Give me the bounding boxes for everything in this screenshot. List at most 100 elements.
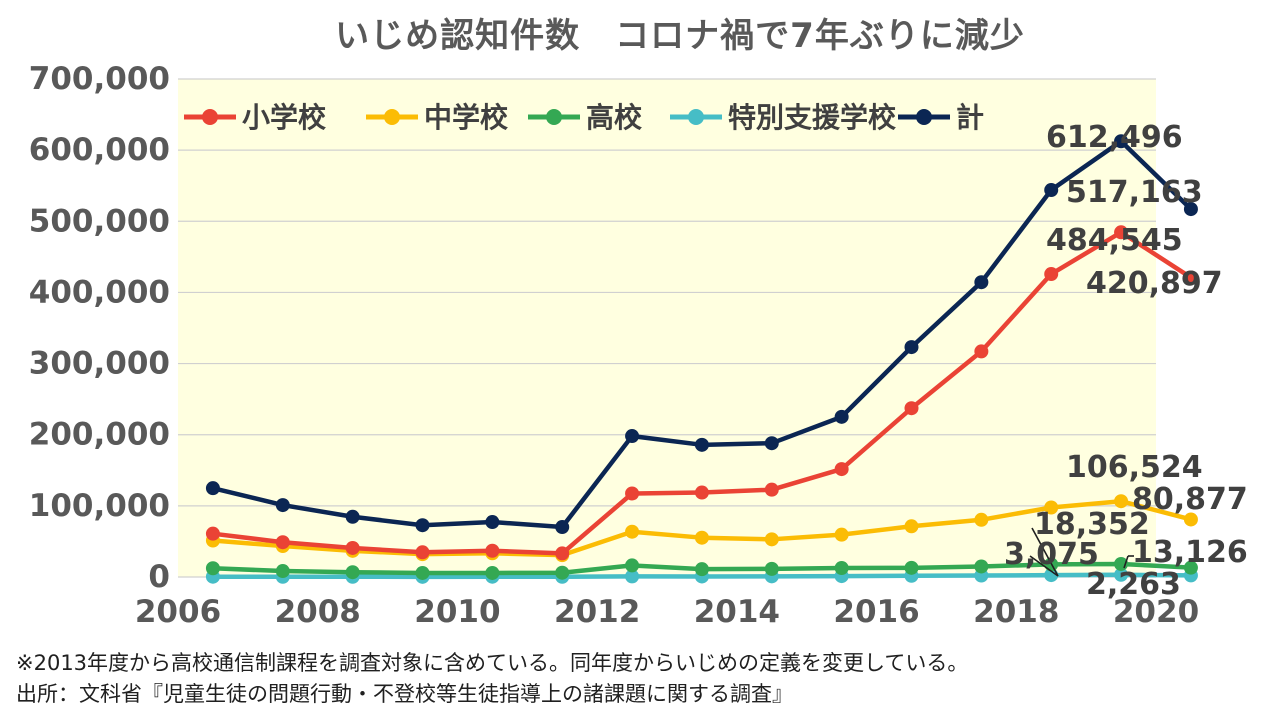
x-tick-label: 2006 — [135, 594, 221, 630]
leader-line — [1031, 527, 1059, 577]
series-4 — [205, 134, 1198, 535]
data-point — [1183, 560, 1198, 575]
legend-item: 小学校 — [184, 101, 327, 134]
data-point — [205, 561, 220, 576]
data-point — [694, 485, 709, 500]
data-point — [904, 401, 919, 416]
legend-label: 高校 — [586, 101, 643, 134]
data-point — [415, 545, 430, 560]
data-point — [555, 546, 570, 561]
data-label: 517,163 — [1066, 175, 1203, 210]
data-point — [625, 486, 640, 501]
legend-item: 中学校 — [366, 101, 509, 134]
data-point — [345, 509, 360, 524]
footnote: ※2013年度から高校通信制課程を調査対象に含めている。同年度からいじめの定義を… — [16, 648, 968, 710]
label-leader-lines — [1029, 527, 1134, 577]
x-axis-tick-labels: 2006 2008 2010 2012 2014 2016 2018 2020 — [135, 594, 1199, 630]
data-point — [834, 527, 849, 542]
data-labels: 612,496 517,163 484,545 420,897 106,52480,87… — [1004, 120, 1248, 602]
footnote-note: ※2013年度から高校通信制課程を調査対象に含めている。同年度からいじめの定義を… — [16, 651, 969, 675]
data-point — [1114, 225, 1129, 240]
data-point — [764, 561, 779, 576]
line-chart: 0 100,000 200,000 300,000 400,000 500,000 600,… — [29, 61, 1248, 630]
data-point — [764, 532, 779, 547]
data-point — [904, 340, 919, 355]
data-label: 18,352 — [1034, 507, 1150, 542]
data-label: 3,075 — [1004, 537, 1099, 572]
data-label: 2,263 — [1086, 567, 1181, 602]
y-tick-label: 200,000 — [29, 417, 170, 453]
data-label: 420,897 — [1086, 266, 1223, 301]
legend-marker — [384, 109, 400, 125]
x-tick-label: 2018 — [973, 594, 1059, 630]
data-point — [1183, 270, 1198, 285]
data-point — [764, 436, 779, 451]
legend-label: 小学校 — [242, 101, 327, 134]
legend-item: 計 — [898, 101, 984, 134]
data-point — [485, 515, 500, 530]
leader-line — [1029, 555, 1059, 577]
data-point — [694, 562, 709, 577]
data-point — [904, 560, 919, 575]
data-point — [275, 498, 290, 513]
leader-line — [1123, 555, 1129, 569]
plot-area — [178, 79, 1156, 577]
data-point — [974, 275, 989, 290]
data-point — [1183, 512, 1198, 527]
legend-marker — [916, 109, 932, 125]
legend: 小学校 中学校 高校 特別支援学校 計 — [184, 101, 984, 134]
series-0 — [205, 225, 1198, 561]
data-point — [974, 344, 989, 359]
data-point — [764, 482, 779, 497]
data-point — [1114, 134, 1129, 149]
data-point — [625, 524, 640, 539]
data-point — [834, 560, 849, 575]
x-tick-label: 2012 — [554, 594, 640, 630]
y-tick-label: 600,000 — [29, 132, 170, 168]
data-point — [625, 429, 640, 444]
legend-label: 計 — [956, 101, 984, 134]
y-tick-label: 500,000 — [29, 203, 170, 239]
footnote-source: 出所：文科省『児童生徒の問題行動・不登校等生徒指導上の諸課題に関する調査』 — [16, 682, 793, 706]
data-label: 13,126 — [1132, 535, 1248, 570]
data-point — [415, 518, 430, 533]
legend-marker — [546, 109, 562, 125]
legend-item: 高校 — [528, 101, 643, 134]
data-point — [1044, 183, 1059, 198]
y-tick-label: 300,000 — [29, 346, 170, 382]
x-tick-label: 2020 — [1113, 594, 1199, 630]
x-tick-label: 2014 — [694, 594, 780, 630]
data-label: 106,524 — [1066, 450, 1203, 485]
data-point — [275, 564, 290, 579]
data-point — [904, 519, 919, 534]
data-point — [625, 558, 640, 573]
data-point — [485, 565, 500, 580]
data-point — [834, 409, 849, 424]
y-tick-label: 400,000 — [29, 274, 170, 310]
data-point — [485, 543, 500, 558]
series-lines — [205, 134, 1198, 584]
data-point — [1114, 567, 1129, 582]
data-point — [345, 540, 360, 555]
data-point — [555, 565, 570, 580]
data-point — [694, 530, 709, 545]
data-point — [555, 520, 570, 535]
data-point — [205, 526, 220, 541]
data-point — [1183, 202, 1198, 217]
y-tick-label: 700,000 — [29, 61, 170, 97]
data-point — [694, 437, 709, 452]
data-point — [345, 565, 360, 580]
data-point — [625, 569, 640, 584]
legend-marker — [202, 109, 218, 125]
x-tick-label: 2010 — [414, 594, 500, 630]
data-point — [1044, 500, 1059, 515]
chart-title: いじめ認知件数 コロナ禍で7年ぶりに減少 — [335, 16, 1025, 56]
x-tick-label: 2016 — [833, 594, 919, 630]
data-point — [205, 481, 220, 496]
legend-marker — [688, 109, 704, 125]
data-point — [275, 535, 290, 550]
data-point — [1114, 494, 1129, 509]
data-label: 484,545 — [1046, 223, 1183, 258]
y-axis-tick-labels: 0 100,000 200,000 300,000 400,000 500,000 600,… — [29, 61, 170, 595]
y-tick-label: 100,000 — [29, 488, 170, 524]
